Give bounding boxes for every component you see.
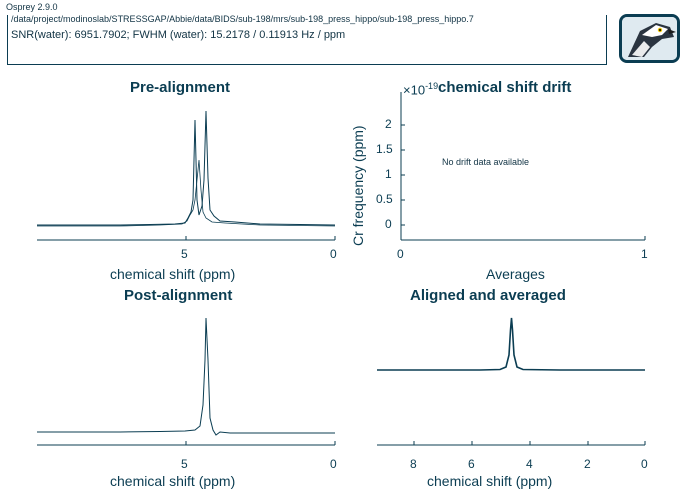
avg-tick-2: 2 — [584, 457, 591, 471]
drift-ylabel: Cr frequency (ppm) — [350, 125, 366, 246]
pre-alignment-title: Pre-alignment — [130, 79, 231, 96]
avg-tick-0: 0 — [641, 457, 648, 471]
file-path: /data/project/modinoslab/STRESSGAP/Abbie… — [9, 14, 474, 24]
post-alignment-title: Post-alignment — [124, 287, 233, 304]
drift-xlabel: Averages — [486, 266, 545, 282]
post-tick-0: 0 — [330, 457, 337, 471]
drift-ytick-0-5: 0.5 — [376, 192, 393, 206]
post-alignment-spectrum — [37, 317, 336, 446]
avg-tick-4: 4 — [526, 457, 533, 471]
pre-tick-0: 0 — [330, 247, 337, 261]
drift-axes — [400, 92, 646, 241]
avg-tick-6: 6 — [468, 457, 475, 471]
drift-ytick-2: 2 — [385, 117, 392, 131]
drift-xtick-1: 1 — [641, 247, 648, 261]
drift-exponent-value: -19 — [425, 81, 439, 91]
osprey-bird-icon — [619, 14, 680, 63]
pre-tick-5: 5 — [181, 247, 188, 261]
drift-ytick-1-5: 1.5 — [376, 142, 393, 156]
app-version: Osprey 2.9.0 — [6, 2, 58, 12]
avg-xlabel: chemical shift (ppm) — [427, 473, 553, 489]
drift-exponent-prefix: ×10 — [403, 82, 426, 98]
drift-ytick-0: 0 — [385, 217, 392, 231]
drift-xtick-0: 0 — [397, 247, 404, 261]
drift-title: chemical shift drift — [438, 79, 572, 96]
no-drift-message: No drift data available — [442, 157, 530, 167]
drift-ytick-1: 1 — [385, 167, 392, 181]
snr-fwhm-text: SNR(water): 6951.7902; FWHM (water): 15.… — [11, 29, 346, 41]
info-box — [7, 15, 607, 65]
pre-xlabel: chemical shift (ppm) — [110, 266, 236, 282]
pre-alignment-spectrum — [37, 110, 336, 241]
avg-tick-8: 8 — [410, 457, 417, 471]
drift-exponent: ×10-19 — [403, 81, 438, 97]
post-tick-5: 5 — [181, 457, 188, 471]
averaged-title: Aligned and averaged — [410, 287, 566, 304]
averaged-spectrum — [377, 317, 646, 446]
post-xlabel: chemical shift (ppm) — [110, 473, 236, 489]
